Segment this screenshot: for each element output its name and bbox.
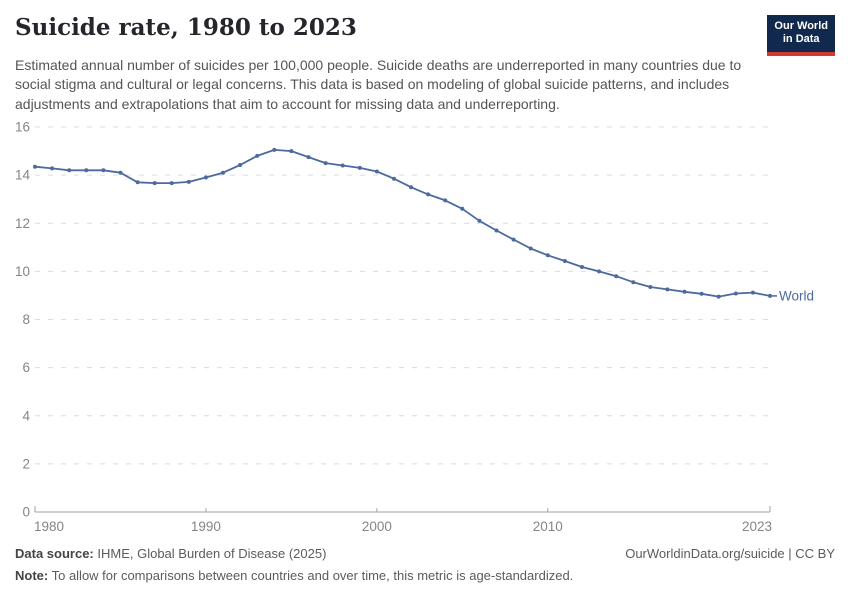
data-point[interactable]: [699, 291, 704, 296]
data-point[interactable]: [323, 161, 328, 166]
data-source-text: IHME, Global Burden of Disease (2025): [93, 546, 327, 561]
world-line-series[interactable]: [34, 149, 771, 298]
x-tick-label[interactable]: 2000: [362, 519, 392, 534]
data-point[interactable]: [84, 168, 89, 173]
data-point[interactable]: [221, 170, 225, 175]
y-tick-label: 10: [15, 264, 30, 279]
x-tick-label[interactable]: 1980: [34, 519, 64, 534]
license-link[interactable]: OurWorldinData.org/suicide | CC BY: [625, 546, 835, 561]
data-point[interactable]: [460, 206, 465, 211]
data-point[interactable]: [289, 149, 294, 154]
data-point[interactable]: [631, 280, 636, 285]
data-point[interactable]: [477, 218, 482, 223]
data-point[interactable]: [511, 237, 516, 242]
data-point[interactable]: [340, 163, 345, 168]
data-point[interactable]: [443, 198, 448, 203]
data-point[interactable]: [203, 175, 208, 180]
data-point[interactable]: [768, 293, 772, 298]
y-tick-label: 14: [15, 168, 31, 183]
data-point[interactable]: [374, 169, 379, 174]
data-source-prefix: Data source:: [15, 546, 94, 561]
note-text: To allow for comparisons between countri…: [48, 568, 574, 583]
chart-subtitle: Estimated annual number of suicides per …: [15, 57, 742, 112]
data-point[interactable]: [272, 147, 277, 152]
data-point[interactable]: [716, 294, 721, 299]
series-label-world[interactable]: World: [779, 288, 814, 303]
data-point[interactable]: [169, 181, 174, 186]
x-tick-label[interactable]: 2010: [533, 519, 563, 534]
data-point[interactable]: [33, 164, 37, 169]
x-tick-label[interactable]: 1990: [191, 519, 221, 534]
y-tick-label: 0: [22, 505, 30, 520]
data-point[interactable]: [135, 180, 140, 185]
data-point[interactable]: [392, 176, 396, 181]
owid-logo-line1: Our World: [774, 20, 828, 32]
y-tick-label: 2: [22, 456, 30, 471]
data-point[interactable]: [580, 265, 584, 269]
data-point[interactable]: [545, 253, 550, 258]
data-point[interactable]: [50, 166, 55, 171]
data-point[interactable]: [528, 246, 533, 251]
note-prefix: Note:: [15, 568, 49, 583]
owid-logo-line2: in Data: [782, 33, 820, 46]
data-point[interactable]: [357, 165, 362, 170]
chart-area[interactable]: 0 2 4 6 8 10 12 14 16 1980 1990 2000 2010 2023 World: [0, 105, 850, 545]
data-point[interactable]: [494, 228, 499, 233]
data-point[interactable]: [152, 181, 157, 186]
data-point[interactable]: [597, 269, 602, 274]
data-point[interactable]: [118, 170, 123, 175]
data-point[interactable]: [665, 287, 670, 292]
data-point[interactable]: [255, 153, 260, 158]
data-point[interactable]: [426, 192, 431, 197]
data-point[interactable]: [614, 274, 619, 279]
data-point[interactable]: [101, 168, 106, 173]
y-tick-label: 8: [22, 312, 30, 327]
data-point[interactable]: [186, 179, 191, 184]
data-point[interactable]: [750, 290, 755, 295]
data-source: Data source: IHME, Global Burden of Dise…: [15, 546, 326, 561]
data-point[interactable]: [562, 259, 567, 263]
footer-note-row: Note: To allow for comparisons between c…: [15, 568, 835, 583]
y-tick-label: 6: [22, 360, 30, 375]
data-point[interactable]: [682, 289, 687, 294]
line-chart-canvas[interactable]: 0 2 4 6 8 10 12 14 16 1980 1990 2000 2010 2023 World: [0, 105, 850, 545]
x-tick-label[interactable]: 2023: [742, 519, 772, 534]
footer-source-row: Data source: IHME, Global Burden of Dise…: [15, 546, 835, 561]
y-tick-label: 12: [15, 216, 30, 231]
data-point[interactable]: [306, 155, 311, 160]
y-tick-label: 4: [22, 408, 30, 423]
data-point[interactable]: [238, 163, 243, 167]
data-point[interactable]: [409, 185, 413, 190]
y-tick-label: 16: [15, 120, 30, 135]
data-point[interactable]: [67, 168, 72, 173]
data-point[interactable]: [648, 285, 653, 289]
page-title: Suicide rate, 1980 to 2023: [15, 14, 357, 41]
data-point[interactable]: [733, 291, 738, 296]
owid-logo[interactable]: Our World in Data: [767, 15, 835, 56]
